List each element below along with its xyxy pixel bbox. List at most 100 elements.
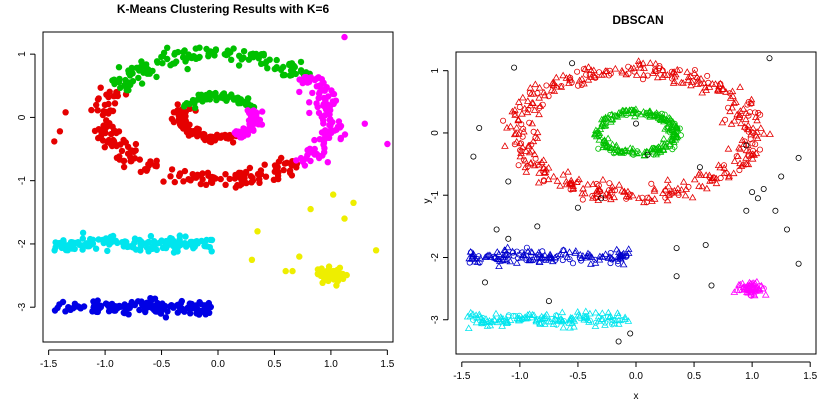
point-cluster-2-top-123 [207,48,214,55]
point-cluster-3-right-75 [320,141,327,148]
point-cluster-1-inner-left-78 [195,126,202,133]
point-cluster-1-outer-ring-301 [618,68,627,76]
point-cluster-4-cyan-band-4 [591,322,600,329]
point-cluster-1-outer-ring-139 [557,83,566,90]
point-cluster-2-top-109 [240,54,247,61]
point-cluster-2-inner-ring-150 [591,129,599,137]
point-cluster-4-cyan-band-146 [71,245,78,253]
point-cluster-1-outer-ring-371 [705,83,714,90]
point-cluster-3-right-27 [293,157,300,164]
point-cluster-1-outer-ring-379 [745,112,752,119]
point-cluster-4-cyan-band-134 [119,239,126,246]
point-cluster-1-outer-ring-387 [578,75,586,82]
point-cluster-2-inner-ring-113 [642,147,651,155]
point-cluster-3-blue-band-43 [570,260,577,267]
point-cluster-1-outer-left-158 [181,167,189,175]
point-cluster-3-blue-band-130 [519,251,528,258]
point-cluster-2-inner-ring-216 [617,147,626,155]
point-cluster-1-outer-ring-152 [579,196,586,203]
point-cluster-1-outer-ring-20 [607,195,615,203]
x-tick-label: -0.5 [569,371,587,382]
point-cluster-1-outer-left-175 [113,92,120,100]
point-cluster-1-outer-ring-28 [691,67,698,74]
point-cluster-4-cyan-band-85 [551,314,559,322]
point-cluster-1-outer-ring-383 [741,138,748,145]
point-cluster-5-magenta-blob-47 [733,286,741,293]
point-cluster-3-right-76 [309,89,316,97]
point-cluster-1-outer-ring-133 [521,163,530,171]
point-cluster-1-outer-ring-235 [512,129,520,137]
kmeans-panel: K-Means Clustering Results with K=6 -1.5… [17,2,395,370]
point-cluster-2-inner-ring-84 [596,125,605,132]
point-cluster-1-outer-ring-82 [635,194,643,201]
point-cluster-2-top-107 [250,54,257,61]
point-cluster-1-outer-ring-179 [539,164,548,172]
point-cluster-4-cyan-band-125 [510,312,517,319]
point-cluster-4-cyan-band-83 [582,307,590,315]
point-cluster-2-inner-top-52 [242,101,250,108]
point-cluster-4-cyan-band-137 [532,316,540,324]
point-cluster-1-outer-ring-184 [658,66,667,73]
point-cluster-1-outer-left-179 [241,171,249,178]
point-cluster-5-blue-band-97 [170,304,177,311]
point-cluster-1-outer-ring-182 [737,119,745,127]
point-cluster-3-blue-band-65 [523,247,532,255]
point-cluster-1-outer-ring-341 [687,81,695,89]
point-cluster-6-yellow-outliers-8 [248,256,256,263]
point-cluster-3-right-95 [320,117,327,124]
point-cluster-2-inner-ring-157 [634,110,641,117]
point-cluster-1-outer-ring-91 [615,181,623,188]
point-noise-20 [574,204,581,211]
point-cluster-4-cyan-band-130 [606,312,615,319]
point-cluster-4-cyan-band-66 [604,308,613,316]
point-cluster-1-outer-ring-380 [583,180,592,188]
point-cluster-1-outer-ring-370 [673,188,682,196]
point-cluster-1-inner-left-85 [208,133,216,141]
point-cluster-4-cyan-band-131 [585,318,593,325]
point-cluster-3-blue-band-126 [624,249,633,256]
point-cluster-4-cyan-band-45 [621,315,629,322]
point-cluster-1-outer-left-121 [105,100,112,108]
point-noise-7 [795,154,802,161]
point-cluster-5-magenta-blob-57 [753,284,762,291]
point-cluster-4-cyan-band-99 [525,310,534,317]
point-cluster-1-outer-ring-374 [739,160,747,168]
point-cluster-1-outer-ring-240 [736,107,745,114]
point-cluster-1-outer-left-78 [160,178,167,185]
point-cluster-3-right-16 [321,112,328,119]
point-cluster-4-cyan-band-103 [521,313,529,320]
point-cluster-1-outer-ring-353 [558,83,565,90]
point-cluster-1-outer-ring-292 [574,178,581,185]
point-cluster-4-cyan-band-129 [72,239,79,247]
point-cluster-1-outer-ring-356 [703,184,711,192]
point-cluster-3-blue-band-84 [619,260,628,268]
point-cluster-4-cyan-band-1 [614,316,623,324]
point-cluster-2-top-124 [272,65,280,72]
point-cluster-5-blue-band-138 [116,302,123,310]
point-cluster-1-inner-left-88 [180,119,187,126]
point-cluster-5-blue-band-115 [192,302,200,309]
point-cluster-4-cyan-band-149 [163,237,170,245]
point-cluster-3-blue-band-140 [482,252,491,260]
point-cluster-6-yellow-blob-57 [326,271,334,278]
point-cluster-5-magenta-blob-42 [746,279,755,287]
point-cluster-5-magenta-blob-56 [758,284,767,292]
point-cluster-2-inner-ring-48 [604,134,612,142]
point-cluster-5-blue-band-79 [162,314,170,321]
point-noise-29 [749,189,756,196]
point-noise-19 [505,235,512,242]
point-cluster-2-top-91 [192,54,199,61]
point-cluster-4-cyan-band-149 [621,313,630,321]
point-cluster-2-inner-ring-218 [671,120,678,127]
point-cluster-1-outer-left-178 [187,177,194,184]
point-cluster-1-outer-ring-15 [574,68,581,75]
point-cluster-2-inner-ring-64 [664,126,673,134]
point-cluster-1-outer-ring-205 [744,160,753,168]
point-cluster-2-top-98 [212,47,219,54]
point-cluster-2-inner-ring-197 [623,147,631,154]
point-cluster-1-inner-left-86 [176,109,184,116]
point-cluster-2-inner-ring-210 [654,143,663,150]
point-cluster-2-top-128 [138,80,146,87]
point-cluster-2-inner-ring-188 [661,124,669,132]
point-cluster-2-inner-ring-83 [640,151,649,159]
